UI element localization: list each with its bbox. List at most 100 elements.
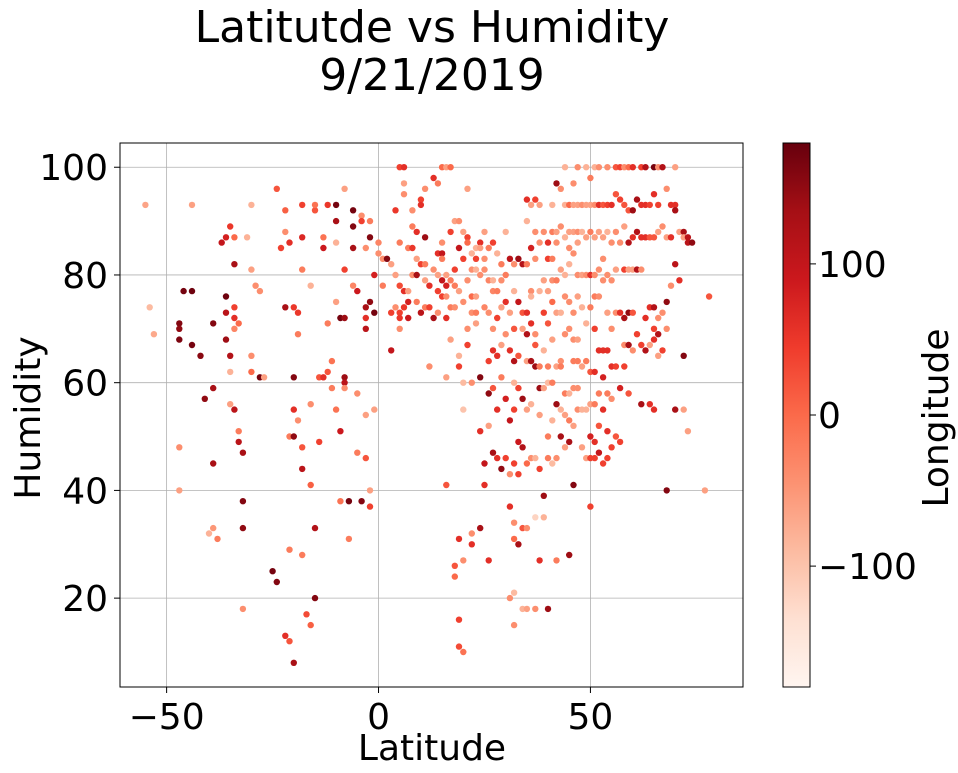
data-point — [540, 347, 547, 354]
data-point — [464, 325, 471, 332]
data-point — [527, 293, 535, 300]
data-point — [392, 304, 399, 311]
data-point — [320, 234, 327, 241]
data-point — [430, 266, 437, 273]
data-point — [324, 201, 331, 209]
data-point — [494, 287, 501, 295]
data-point — [566, 325, 573, 332]
data-point — [396, 309, 403, 316]
data-point — [358, 217, 365, 225]
data-point — [621, 363, 628, 370]
data-point — [354, 449, 361, 456]
data-point — [532, 514, 539, 521]
data-point — [532, 255, 539, 262]
data-point — [409, 223, 416, 230]
data-point — [320, 374, 327, 381]
data-point — [536, 465, 543, 473]
data-point — [655, 352, 662, 359]
data-point — [583, 164, 590, 171]
data-point — [498, 465, 505, 473]
data-point — [591, 454, 598, 462]
data-point — [477, 239, 484, 246]
data-point — [231, 261, 238, 268]
data-point — [527, 244, 535, 252]
data-point — [604, 454, 611, 462]
data-point — [557, 406, 564, 413]
data-point — [362, 411, 369, 419]
data-point — [536, 201, 543, 209]
data-point — [510, 535, 518, 543]
data-point — [345, 535, 353, 543]
data-point — [239, 605, 247, 613]
data-point — [532, 228, 539, 236]
data-point — [532, 331, 539, 338]
data-point — [362, 304, 369, 311]
data-point — [650, 304, 658, 311]
data-point — [481, 481, 488, 489]
data-point — [561, 234, 569, 241]
data-point — [515, 438, 522, 446]
data-point — [604, 164, 611, 171]
data-point — [506, 503, 514, 510]
data-point — [604, 390, 611, 397]
colorbar-label: Longitude — [916, 328, 957, 507]
data-point — [460, 648, 467, 656]
data-point — [667, 282, 675, 289]
data-point — [544, 363, 552, 370]
data-point — [438, 277, 446, 284]
data-point — [235, 428, 242, 435]
data-point — [434, 271, 442, 279]
data-point — [438, 255, 446, 262]
data-point — [642, 314, 649, 322]
data-point — [498, 374, 505, 381]
data-point — [629, 347, 636, 354]
data-point — [311, 594, 319, 602]
data-point — [455, 244, 463, 252]
data-point — [612, 433, 620, 440]
data-point — [468, 530, 475, 537]
data-point — [260, 374, 268, 381]
data-point — [595, 164, 603, 171]
data-point — [612, 363, 620, 370]
data-point — [332, 239, 340, 246]
data-point — [362, 314, 369, 322]
data-point — [371, 406, 378, 413]
data-point — [616, 438, 624, 446]
data-point — [566, 244, 573, 252]
data-point — [426, 363, 433, 370]
data-point — [468, 379, 475, 386]
data-point — [625, 341, 632, 349]
data-point — [400, 191, 408, 198]
data-point — [561, 331, 569, 338]
data-point — [557, 433, 564, 440]
data-point — [256, 287, 264, 295]
data-point — [506, 471, 514, 478]
data-point — [417, 309, 425, 316]
data-point — [188, 201, 196, 209]
data-point — [455, 643, 463, 650]
data-point — [205, 530, 213, 537]
data-point — [472, 320, 480, 327]
data-point — [646, 341, 653, 349]
data-point — [417, 201, 425, 209]
data-point — [494, 250, 501, 257]
data-point — [294, 417, 302, 424]
data-point — [460, 255, 467, 262]
data-point — [583, 234, 590, 241]
data-point — [447, 336, 454, 343]
data-point — [502, 395, 509, 402]
data-point — [231, 304, 238, 311]
data-point — [523, 524, 531, 532]
data-point — [566, 390, 573, 397]
data-point — [684, 428, 692, 435]
data-point — [142, 201, 149, 209]
data-point — [553, 401, 560, 408]
data-point — [438, 250, 446, 257]
data-point — [349, 282, 357, 289]
data-point — [574, 239, 581, 246]
data-point — [239, 524, 247, 532]
data-point — [332, 298, 340, 306]
data-point — [239, 498, 247, 505]
data-point — [485, 557, 492, 564]
data-point — [290, 433, 297, 440]
